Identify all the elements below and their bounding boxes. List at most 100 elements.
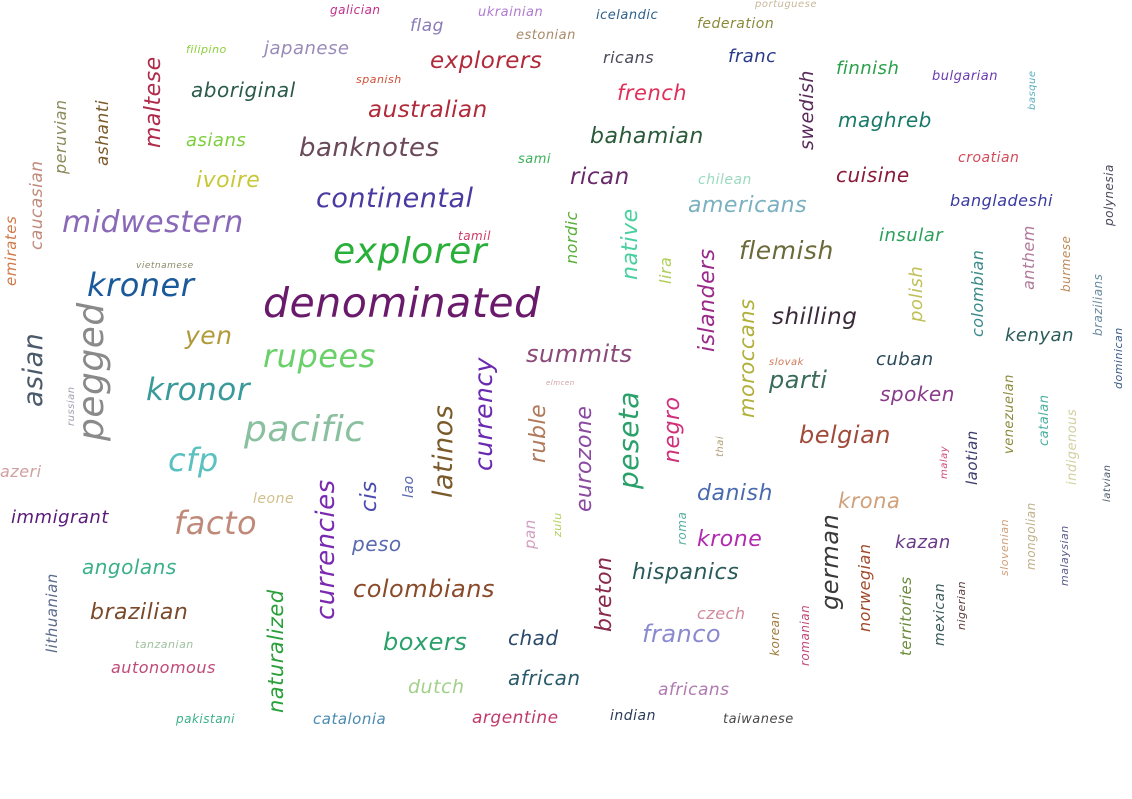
word-cuisine: cuisine: [836, 163, 910, 187]
word-currency: currency: [469, 357, 498, 471]
word-rupees: rupees: [263, 337, 376, 375]
word-icelandic: icelandic: [596, 8, 659, 23]
word-kenyan: kenyan: [1005, 325, 1074, 346]
word-moroccans: moroccans: [735, 298, 759, 419]
word-summits: summits: [526, 340, 633, 368]
word-finnish: finnish: [836, 58, 900, 79]
word-federation: federation: [697, 16, 775, 32]
word-flemish: flemish: [739, 236, 834, 265]
word-dominican: dominican: [1112, 327, 1125, 389]
word-spanish: spanish: [356, 73, 402, 86]
word-flag: flag: [410, 16, 444, 36]
word-portuguese: portuguese: [755, 0, 818, 10]
word-vietnamese: vietnamese: [136, 261, 194, 271]
word-ashanti: ashanti: [93, 99, 113, 166]
word-slovak: slovak: [769, 357, 804, 368]
word-azeri: azeri: [0, 462, 42, 481]
word-korean: korean: [768, 611, 782, 656]
word-burmese: burmese: [1059, 235, 1073, 292]
word-dutch: dutch: [408, 676, 465, 698]
word-midwestern: midwestern: [62, 205, 244, 240]
word-colombian: colombian: [968, 249, 987, 337]
word-brazilians: brazilians: [1091, 273, 1105, 336]
word-norwegian: norwegian: [855, 543, 874, 632]
word-croatian: croatian: [958, 150, 1020, 166]
word-cis: cis: [357, 480, 382, 512]
word-australian: australian: [368, 97, 488, 123]
word-belgian: belgian: [799, 421, 891, 449]
word-denominated: denominated: [263, 279, 541, 327]
word-latinos: latinos: [428, 404, 459, 498]
word-catalonia: catalonia: [313, 710, 387, 728]
word-ruble: ruble: [526, 403, 551, 463]
word-parti: parti: [769, 366, 828, 394]
word-naturalized: naturalized: [264, 589, 288, 713]
word-emirates: emirates: [2, 215, 20, 286]
word-explorers: explorers: [430, 48, 543, 74]
word-thai: thai: [715, 435, 726, 457]
word-romanian: romanian: [798, 604, 812, 666]
word-indigenous: indigenous: [1065, 408, 1080, 485]
word-lithuanian: lithuanian: [43, 573, 61, 653]
word-polynesia: polynesia: [1102, 164, 1116, 226]
word-venezuelan: venezuelan: [1002, 374, 1017, 454]
word-ukrainian: ukrainian: [478, 5, 544, 20]
word-insular: insular: [879, 225, 944, 246]
word-africans: africans: [658, 680, 730, 700]
word-bulgarian: bulgarian: [932, 69, 998, 84]
word-rican: rican: [570, 164, 630, 190]
word-taiwanese: taiwanese: [723, 712, 794, 727]
word-malaysian: malaysian: [1058, 525, 1071, 586]
word-ivoire: ivoire: [196, 168, 261, 193]
word-cfp: cfp: [168, 441, 219, 479]
word-anthem: anthem: [1019, 225, 1038, 290]
word-sami: sami: [518, 152, 552, 167]
word-pakistani: pakistani: [176, 712, 236, 726]
word-ricans: ricans: [603, 48, 655, 67]
word-tanzanian: tanzanian: [135, 638, 194, 651]
word-chad: chad: [508, 626, 559, 650]
word-german: german: [816, 513, 844, 610]
word-hispanics: hispanics: [632, 560, 740, 585]
word-territories: territories: [897, 576, 915, 656]
word-french: french: [617, 81, 688, 105]
word-autonomous: autonomous: [111, 658, 216, 677]
word-peruvian: peruvian: [51, 99, 70, 174]
word-lao: lao: [401, 475, 417, 498]
word-roma: roma: [675, 511, 689, 545]
word-latvian: latvian: [1102, 464, 1113, 503]
word-galician: galician: [330, 3, 381, 17]
word-continental: continental: [316, 183, 474, 214]
word-krona: krona: [838, 489, 901, 513]
word-bahamian: bahamian: [590, 124, 704, 149]
word-pacific: pacific: [244, 409, 365, 450]
word-maltese: maltese: [141, 56, 166, 148]
word-elmcen: elmcen: [546, 379, 575, 387]
word-kronor: kronor: [146, 372, 251, 408]
word-islanders: islanders: [695, 248, 720, 352]
word-mongolian: mongolian: [1024, 502, 1038, 570]
word-eurozone: eurozone: [572, 405, 597, 512]
word-african: african: [508, 666, 581, 690]
word-colombians: colombians: [353, 575, 495, 603]
word-mexican: mexican: [932, 582, 948, 646]
word-swedish: swedish: [796, 70, 818, 150]
word-catalan: catalan: [1037, 394, 1052, 447]
word-zulu: zulu: [551, 512, 564, 537]
word-breton: breton: [592, 556, 617, 632]
word-franco: franco: [642, 620, 722, 648]
word-currencies: currencies: [311, 479, 341, 620]
word-caucasian: caucasian: [27, 160, 47, 250]
word-americans: americans: [688, 193, 808, 218]
word-asians: asians: [186, 130, 247, 151]
word-nigerian: nigerian: [955, 580, 968, 630]
word-shilling: shilling: [772, 304, 858, 330]
word-indian: indian: [610, 708, 656, 724]
word-laotian: laotian: [963, 430, 981, 485]
word-peseta: peseta: [612, 391, 645, 489]
word-kroner: kroner: [87, 266, 195, 304]
word-franc: franc: [728, 46, 777, 67]
word-aboriginal: aboriginal: [191, 78, 296, 102]
word-brazilian: brazilian: [90, 600, 189, 625]
